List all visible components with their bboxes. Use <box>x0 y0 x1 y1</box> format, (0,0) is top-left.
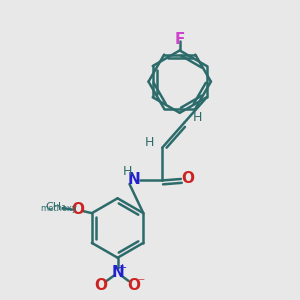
Text: N: N <box>128 172 140 187</box>
Text: O: O <box>128 278 140 293</box>
Text: H: H <box>145 136 154 149</box>
Text: H: H <box>192 111 202 124</box>
Text: +: + <box>118 263 128 273</box>
Text: ⁻: ⁻ <box>137 276 144 290</box>
Text: O: O <box>71 202 84 217</box>
Text: methoxy: methoxy <box>41 204 78 213</box>
Text: F: F <box>175 32 185 46</box>
Text: CH₃: CH₃ <box>46 202 67 212</box>
Text: O: O <box>181 172 194 187</box>
Text: O: O <box>95 278 108 293</box>
Text: N: N <box>111 265 124 280</box>
Text: H: H <box>123 165 132 178</box>
